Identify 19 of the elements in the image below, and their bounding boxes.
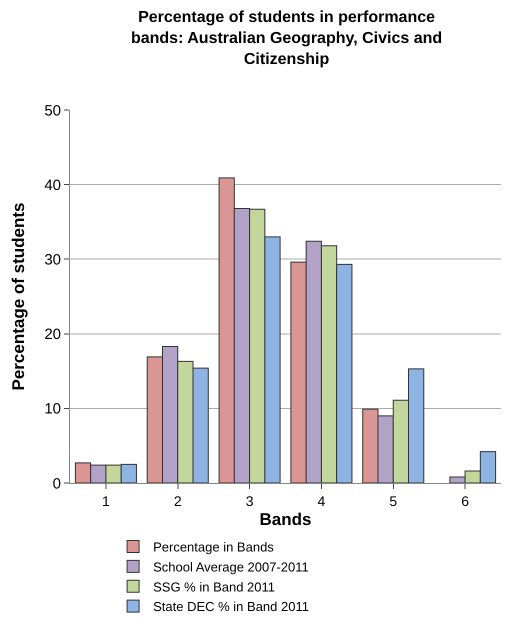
x-tick-label: 1 xyxy=(102,492,110,509)
y-tick-label: 30 xyxy=(44,251,61,268)
x-tick-label: 6 xyxy=(461,492,470,509)
legend-label: Percentage in Bands xyxy=(153,540,274,555)
x-tick-label: 4 xyxy=(318,492,326,509)
legend-label: SSG % in Band 2011 xyxy=(153,579,276,594)
legend-label: State DEC % in Band 2011 xyxy=(153,599,309,614)
y-tick-label: 0 xyxy=(52,475,61,492)
chart-title: Percentage of students in performance bands: Australian Geography, Civics and Citizenship xyxy=(130,9,442,68)
x-axis-title: Bands xyxy=(260,510,312,530)
y-tick-label: 20 xyxy=(44,326,61,344)
legend-label: School Average 2007-2011 xyxy=(153,559,309,574)
x-tick-label: 5 xyxy=(389,492,398,509)
y-tick-label: 10 xyxy=(44,400,61,418)
y-tick-label: 50 xyxy=(44,102,61,120)
x-tick-label: 2 xyxy=(174,492,182,509)
y-tick-label: 40 xyxy=(44,176,61,194)
y-axis-title: Percentage of students xyxy=(8,202,28,390)
x-tick-label: 3 xyxy=(246,492,254,509)
